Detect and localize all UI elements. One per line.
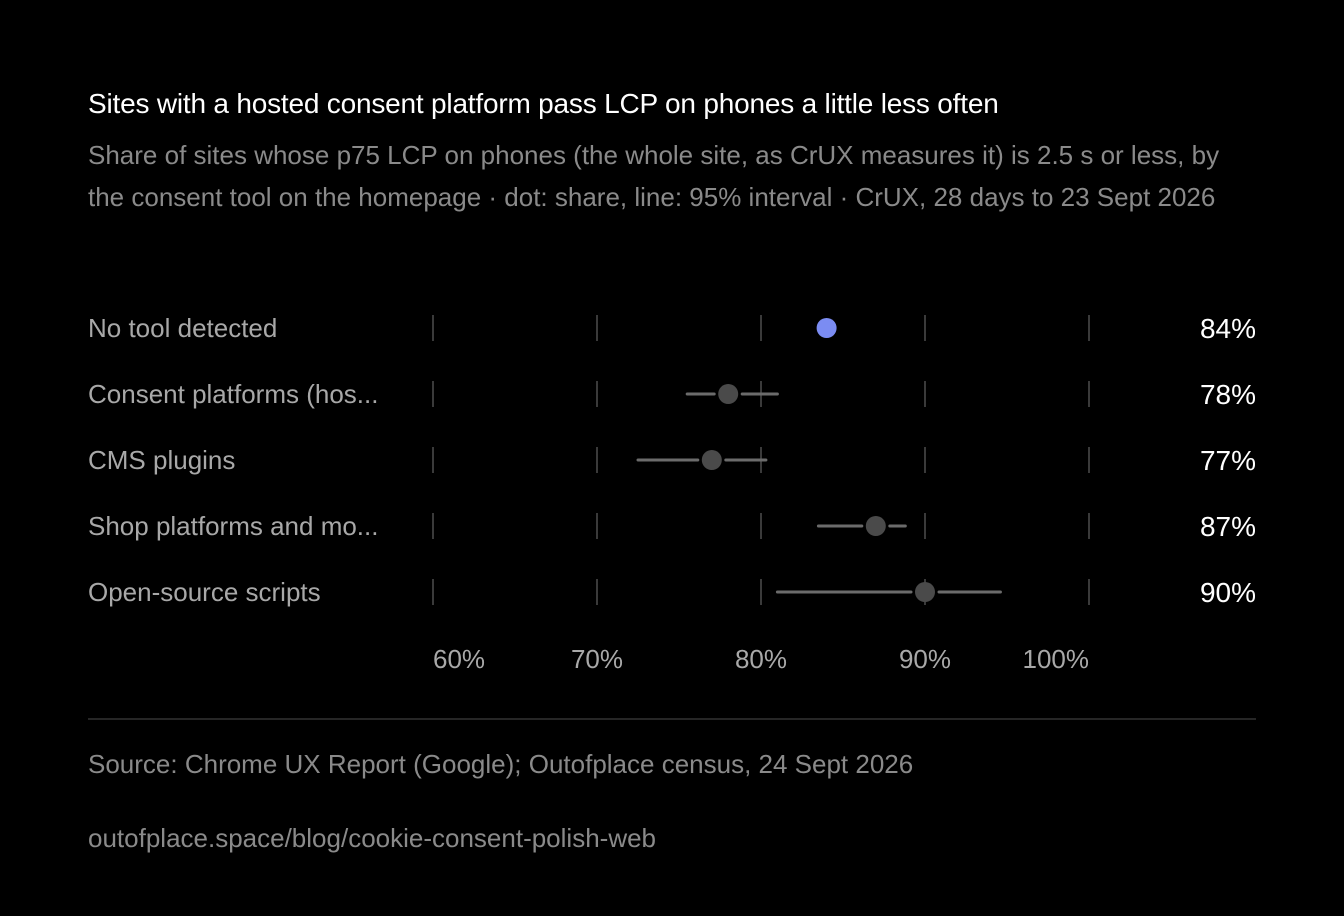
chart-title: Sites with a hosted consent platform pas… <box>88 88 999 119</box>
data-point <box>718 384 739 404</box>
dot-interval-chart: No tool detected 84% Consent platforms (ho… <box>88 313 1256 674</box>
value-label: 84% <box>1200 313 1256 344</box>
value-label: 77% <box>1200 445 1256 476</box>
source-url: outofplace.space/blog/cookie-consent-pol… <box>88 823 657 853</box>
x-tick-label: 70% <box>571 644 623 674</box>
row-label: No tool detected <box>88 313 277 343</box>
x-tick-label: 80% <box>735 644 787 674</box>
row-label: Open-source scripts <box>88 577 321 607</box>
data-point <box>816 318 837 338</box>
row-label: Shop platforms and mo... <box>88 511 378 541</box>
x-tick-label: 60% <box>433 644 485 674</box>
footer-divider <box>88 718 1256 720</box>
data-point <box>701 450 722 470</box>
data-point <box>865 516 886 536</box>
row-label: CMS plugins <box>88 445 235 475</box>
value-label: 78% <box>1200 379 1256 410</box>
value-label: 90% <box>1200 577 1256 608</box>
x-tick-label: 100% <box>1023 644 1090 674</box>
source-note: Source: Chrome UX Report (Google); Outof… <box>88 749 914 779</box>
data-point <box>915 582 935 602</box>
value-label: 87% <box>1200 511 1256 542</box>
chart-subtitle: Share of sites whose p75 LCP on phones (… <box>88 140 1220 212</box>
x-tick-label: 90% <box>899 644 951 674</box>
row-label: Consent platforms (hos... <box>88 379 378 409</box>
